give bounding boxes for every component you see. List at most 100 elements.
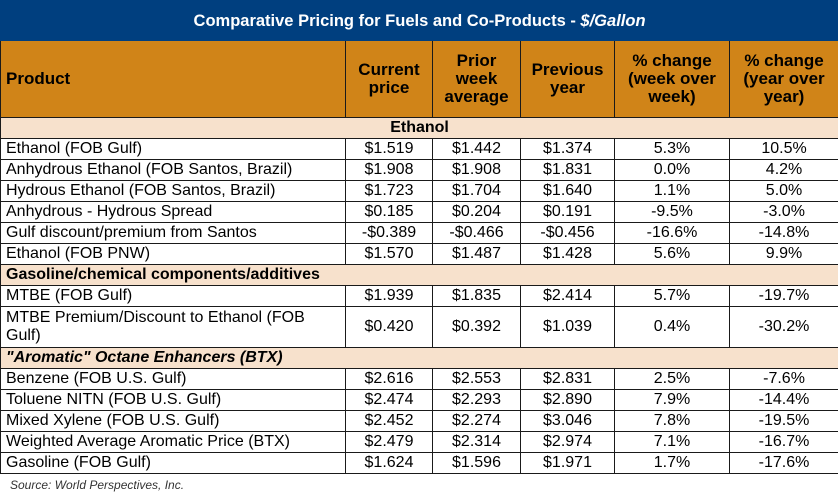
product-cell: Benzene (FOB U.S. Gulf): [0, 368, 346, 390]
table-title: Comparative Pricing for Fuels and Co-Pro…: [0, 0, 838, 41]
value-cell: $2.452: [345, 410, 433, 432]
value-cell: $2.831: [520, 368, 615, 390]
value-cell: $2.479: [345, 431, 433, 453]
value-cell: 2.5%: [614, 368, 730, 390]
section-title: Gasoline/chemical components/additives: [0, 264, 838, 286]
product-cell: Anhydrous Ethanol (FOB Santos, Brazil): [0, 159, 346, 181]
value-cell: $1.624: [345, 452, 433, 474]
value-cell: $2.890: [520, 389, 615, 411]
table-row: Gasoline (FOB Gulf) $1.624 $1.596 $1.971 1.7…: [0, 452, 838, 474]
value-cell: $1.831: [520, 159, 615, 181]
value-cell: 7.9%: [614, 389, 730, 411]
value-cell: -14.4%: [728, 389, 838, 411]
value-cell: $0.420: [345, 306, 433, 348]
value-cell: 1.1%: [614, 180, 730, 202]
value-cell: $2.314: [432, 431, 521, 453]
product-cell: Gulf discount/premium from Santos: [0, 222, 346, 244]
section-title: Ethanol: [0, 117, 838, 139]
value-cell: -$0.466: [432, 222, 521, 244]
value-cell: -19.5%: [728, 410, 838, 432]
value-cell: -14.8%: [728, 222, 838, 244]
value-cell: $1.971: [520, 452, 615, 474]
column-header: Product: [0, 40, 346, 118]
value-cell: $1.640: [520, 180, 615, 202]
value-cell: -$0.456: [520, 222, 615, 244]
value-cell: -30.2%: [728, 306, 838, 348]
product-cell: Gasoline (FOB Gulf): [0, 452, 346, 474]
value-cell: $2.974: [520, 431, 615, 453]
value-cell: 0.4%: [614, 306, 730, 348]
value-cell: 5.7%: [614, 285, 730, 307]
product-cell: Toluene NITN (FOB U.S. Gulf): [0, 389, 346, 411]
value-cell: 5.3%: [614, 138, 730, 160]
section-header-row: Ethanol: [0, 117, 838, 139]
product-cell: Ethanol (FOB Gulf): [0, 138, 346, 160]
title-unit: $/Gallon: [580, 11, 646, 30]
value-cell: $0.392: [432, 306, 521, 348]
product-cell: MTBE (FOB Gulf): [0, 285, 346, 307]
value-cell: $1.704: [432, 180, 521, 202]
value-cell: $1.939: [345, 285, 433, 307]
value-cell: -$0.389: [345, 222, 433, 244]
value-cell: -16.7%: [728, 431, 838, 453]
value-cell: 7.1%: [614, 431, 730, 453]
value-cell: $0.204: [432, 201, 521, 223]
value-cell: $1.723: [345, 180, 433, 202]
product-cell: Anhydrous - Hydrous Spread: [0, 201, 346, 223]
value-cell: -3.0%: [728, 201, 838, 223]
value-cell: 1.7%: [614, 452, 730, 474]
value-cell: $1.487: [432, 243, 521, 265]
value-cell: $2.414: [520, 285, 615, 307]
value-cell: $2.474: [345, 389, 433, 411]
value-cell: 0.0%: [614, 159, 730, 181]
value-cell: -7.6%: [728, 368, 838, 390]
value-cell: -16.6%: [614, 222, 730, 244]
value-cell: 10.5%: [728, 138, 838, 160]
value-cell: -17.6%: [728, 452, 838, 474]
table-row: Mixed Xylene (FOB U.S. Gulf) $2.452 $2.274…: [0, 410, 838, 432]
value-cell: $1.596: [432, 452, 521, 474]
product-cell: Hydrous Ethanol (FOB Santos, Brazil): [0, 180, 346, 202]
value-cell: $1.570: [345, 243, 433, 265]
table-row: MTBE Premium/Discount to Ethanol (FOB Gu…: [0, 306, 838, 348]
value-cell: $1.908: [345, 159, 433, 181]
value-cell: $2.293: [432, 389, 521, 411]
product-cell: Ethanol (FOB PNW): [0, 243, 346, 265]
value-cell: $1.442: [432, 138, 521, 160]
value-cell: $2.274: [432, 410, 521, 432]
value-cell: -19.7%: [728, 285, 838, 307]
table-row: Ethanol (FOB PNW) $1.570 $1.487 $1.428 5.6% 9…: [0, 243, 838, 265]
value-cell: $1.374: [520, 138, 615, 160]
table-row: Gulf discount/premium from Santos -$0.389…: [0, 222, 838, 244]
value-cell: $1.835: [432, 285, 521, 307]
column-header: % change (week over week): [614, 40, 730, 118]
table-row: Hydrous Ethanol (FOB Santos, Brazil) $1.7…: [0, 180, 838, 202]
value-cell: $1.039: [520, 306, 615, 348]
value-cell: 5.0%: [728, 180, 838, 202]
value-cell: 4.2%: [728, 159, 838, 181]
value-cell: 9.9%: [728, 243, 838, 265]
table-row: MTBE (FOB Gulf) $1.939 $1.835 $2.414 5.7% -19…: [0, 285, 838, 307]
section-header-row: "Aromatic" Octane Enhancers (BTX): [0, 347, 838, 369]
value-cell: $2.616: [345, 368, 433, 390]
section-title: "Aromatic" Octane Enhancers (BTX): [0, 347, 838, 369]
column-header: % change (year over year): [728, 40, 838, 118]
table-row: Toluene NITN (FOB U.S. Gulf) $2.474 $2.293…: [0, 389, 838, 411]
source-note: Source: World Perspectives, Inc.: [10, 478, 185, 492]
section-header-row: Gasoline/chemical components/additives: [0, 264, 838, 286]
value-cell: $3.046: [520, 410, 615, 432]
table-row: Weighted Average Aromatic Price (BTX) $2.…: [0, 431, 838, 453]
value-cell: $1.428: [520, 243, 615, 265]
value-cell: $0.191: [520, 201, 615, 223]
product-cell: MTBE Premium/Discount to Ethanol (FOB Gu…: [0, 306, 346, 348]
pricing-table: Comparative Pricing for Fuels and Co-Pro…: [0, 0, 838, 474]
product-cell: Weighted Average Aromatic Price (BTX): [0, 431, 346, 453]
column-header: Previous year: [520, 40, 615, 118]
table-row: Benzene (FOB U.S. Gulf) $2.616 $2.553 $2.83…: [0, 368, 838, 390]
product-cell: Mixed Xylene (FOB U.S. Gulf): [0, 410, 346, 432]
table-row: Anhydrous - Hydrous Spread $0.185 $0.204 $0…: [0, 201, 838, 223]
value-cell: $2.553: [432, 368, 521, 390]
value-cell: $1.908: [432, 159, 521, 181]
value-cell: -9.5%: [614, 201, 730, 223]
